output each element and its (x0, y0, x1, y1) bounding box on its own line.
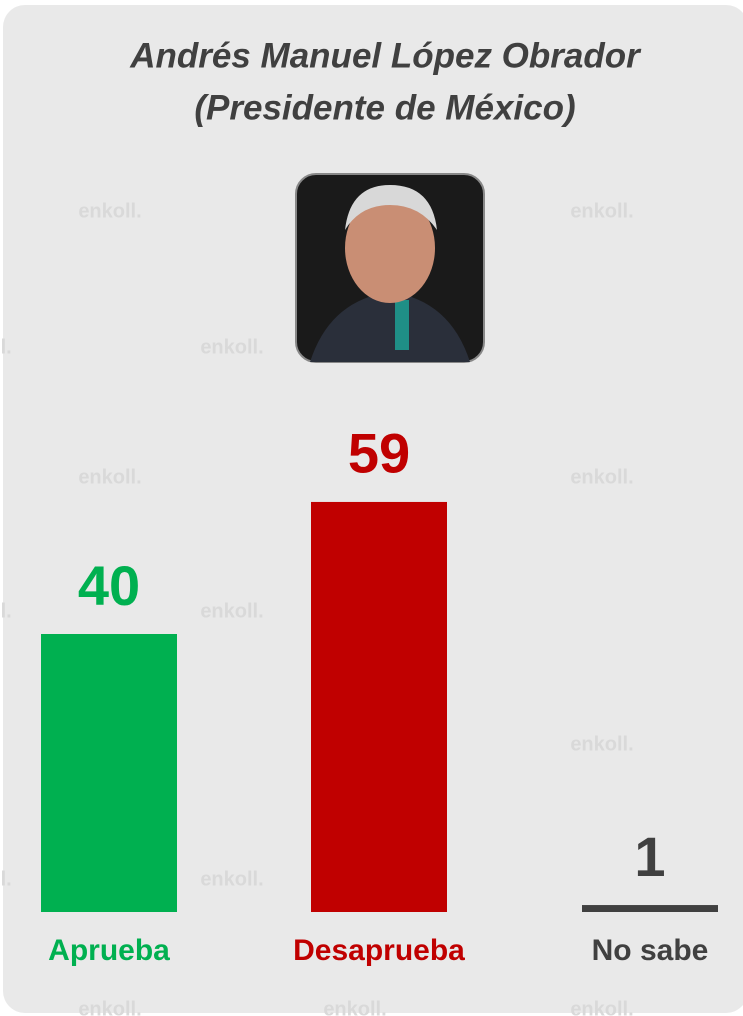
watermark: enkoll. (0, 600, 12, 622)
watermark: enkoll. (200, 868, 263, 890)
bar (582, 905, 718, 912)
watermark: enkoll. (78, 466, 141, 488)
watermark: enkoll. (570, 733, 633, 755)
bar (41, 634, 177, 912)
watermark: enkoll. (570, 466, 633, 488)
watermarks: enkoll. enkoll. enkoll. enkoll. enkoll. enkol… (0, 200, 634, 1016)
watermark: enkoll. (0, 336, 12, 358)
category-label: Aprueba (48, 934, 170, 967)
category-label: No sabe (592, 934, 709, 967)
category-label: Desaprueba (293, 934, 465, 967)
chart-subtitle: (Presidente de México) (194, 88, 575, 127)
watermark: enkoll. (78, 998, 141, 1016)
watermark: enkoll. (200, 336, 263, 358)
watermark: enkoll. (0, 868, 12, 890)
chart-title: Andrés Manuel López Obrador (129, 36, 642, 75)
watermark: enkoll. (570, 200, 633, 222)
watermark: enkoll. (78, 200, 141, 222)
watermark: enkoll. (200, 600, 263, 622)
bar (311, 501, 447, 912)
value-label: 59 (348, 422, 410, 485)
value-label: 40 (78, 554, 140, 617)
watermark: enkoll. (570, 998, 633, 1016)
watermark: enkoll. (323, 998, 386, 1016)
photo (295, 173, 485, 363)
value-label: 1 (634, 825, 665, 888)
